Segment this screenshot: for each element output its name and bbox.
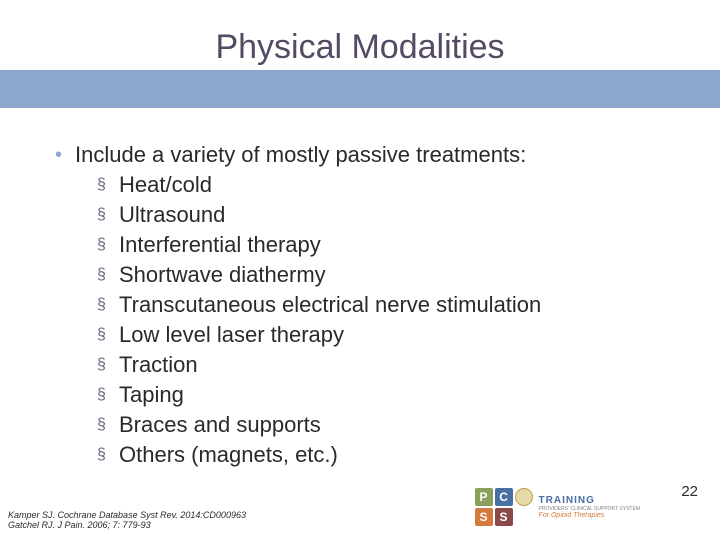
square-bullet-icon: § (97, 290, 119, 320)
pcss-logo: PCSS TRAINING PROVIDERS' CLINICAL SUPPOR… (475, 488, 640, 526)
citation-block: Kamper SJ. Cochrane Database Syst Rev. 2… (8, 510, 246, 530)
main-bullet-text: Include a variety of mostly passive trea… (75, 140, 526, 170)
square-bullet-icon: § (97, 410, 119, 440)
sub-bullet-item: §Braces and supports (97, 410, 541, 440)
sub-bullet-item: §Shortwave diathermy (97, 260, 541, 290)
sub-bullet-text: Heat/cold (119, 170, 212, 200)
square-bullet-icon: § (97, 380, 119, 410)
sub-bullet-item: §Others (magnets, etc.) (97, 440, 541, 470)
square-bullet-icon: § (97, 320, 119, 350)
citation-line: Gatchel RJ. J Pain. 2006; 7: 779-93 (8, 520, 246, 530)
sub-bullet-item: §Interferential therapy (97, 230, 541, 260)
square-bullet-icon: § (97, 230, 119, 260)
sub-bullet-text: Braces and supports (119, 410, 321, 440)
main-bullet: • Include a variety of mostly passive tr… (55, 140, 541, 170)
logo-grid: PCSS (475, 488, 533, 526)
slide-title: Physical Modalities (0, 28, 720, 67)
bullet-dot-icon: • (55, 140, 75, 170)
sub-bullet-text: Others (magnets, etc.) (119, 440, 338, 470)
sub-bullet-text: Transcutaneous electrical nerve stimulat… (119, 290, 541, 320)
content-area: • Include a variety of mostly passive tr… (55, 140, 541, 470)
logo-text-tagline: For Opioid Therapies (539, 512, 640, 519)
logo-cell: S (495, 508, 513, 526)
sub-bullet-list: §Heat/cold§Ultrasound§Interferential the… (97, 170, 541, 470)
square-bullet-icon: § (97, 350, 119, 380)
slide: Physical Modalities • Include a variety … (0, 0, 720, 540)
logo-cell: S (475, 508, 493, 526)
square-bullet-icon: § (97, 440, 119, 470)
sub-bullet-item: §Transcutaneous electrical nerve stimula… (97, 290, 541, 320)
logo-cell: P (475, 488, 493, 506)
sub-bullet-text: Shortwave diathermy (119, 260, 326, 290)
sub-bullet-item: §Heat/cold (97, 170, 541, 200)
sub-bullet-item: §Traction (97, 350, 541, 380)
logo-cell: C (495, 488, 513, 506)
sub-bullet-text: Interferential therapy (119, 230, 321, 260)
logo-text-block: TRAINING PROVIDERS' CLINICAL SUPPORT SYS… (539, 495, 640, 519)
sub-bullet-text: Taping (119, 380, 184, 410)
citation-line: Kamper SJ. Cochrane Database Syst Rev. 2… (8, 510, 246, 520)
sub-bullet-text: Low level laser therapy (119, 320, 344, 350)
logo-text-training: TRAINING (539, 495, 640, 506)
sub-bullet-text: Ultrasound (119, 200, 225, 230)
sub-bullet-text: Traction (119, 350, 198, 380)
logo-cell (515, 488, 533, 506)
sub-bullet-item: §Low level laser therapy (97, 320, 541, 350)
logo-cell (515, 508, 533, 526)
sub-bullet-item: §Ultrasound (97, 200, 541, 230)
accent-band (0, 70, 720, 108)
sub-bullet-item: §Taping (97, 380, 541, 410)
square-bullet-icon: § (97, 260, 119, 290)
square-bullet-icon: § (97, 200, 119, 230)
page-number: 22 (681, 483, 698, 500)
square-bullet-icon: § (97, 170, 119, 200)
